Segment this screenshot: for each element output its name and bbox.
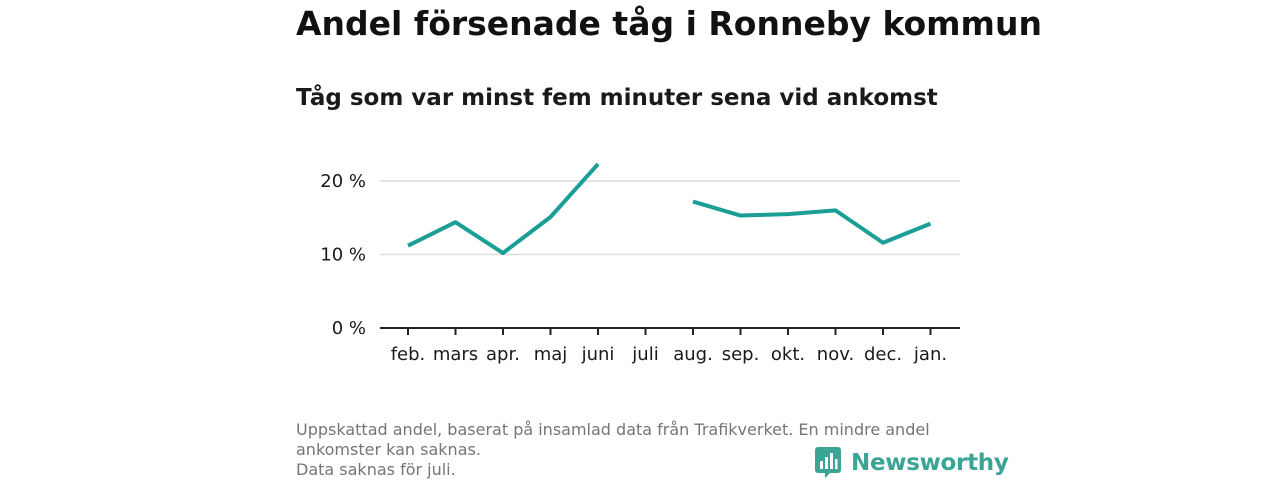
footnote: Uppskattad andel, baserat på insamlad da… [296,420,986,480]
x-tick-label: okt. [771,344,805,365]
chart-title: Andel försenade tåg i Ronneby kommun [296,4,1042,43]
brand-logo: Newsworthy [815,447,1009,479]
gridlines [380,180,960,256]
newsworthy-logo-icon [815,447,841,478]
chart-subtitle: Tåg som var minst fem minuter sena vid a… [296,85,938,111]
brand-name: Newsworthy [851,450,1009,476]
y-tick-label: 0 % [332,318,366,339]
y-tick-labels: 0 % 10 % 20 % [320,171,366,339]
x-tick-label: apr. [486,344,520,365]
series-line [407,162,600,256]
x-tick-label: mars [433,344,478,365]
footnote-line: Data saknas för juli. [296,460,456,479]
y-tick-label: 10 % [320,245,366,266]
footnote-line: Uppskattad andel, baserat på insamlad da… [296,420,930,439]
x-tick-labels: feb. mars apr. maj juni juli aug. sep. okt. nov. d… [391,344,947,365]
x-tick-label: juli [631,344,658,365]
x-tick-label: sep. [722,344,760,365]
x-tick-label: feb. [391,344,426,365]
x-tick-label: jan. [913,344,947,365]
y-tick-label: 20 % [320,171,366,192]
footnote-line: ankomster kan saknas. [296,440,481,459]
x-axis [380,327,960,335]
x-tick-label: juni [581,344,615,365]
x-tick-label: maj [534,344,568,365]
line-chart: 0 % 10 % 20 % feb. mars apr. maj juni juli aug. s… [320,162,960,365]
x-tick-label: aug. [673,344,713,365]
x-tick-label: dec. [864,344,902,365]
x-tick-label: nov. [817,344,854,365]
series-line [692,199,932,245]
series-lines [407,162,932,256]
